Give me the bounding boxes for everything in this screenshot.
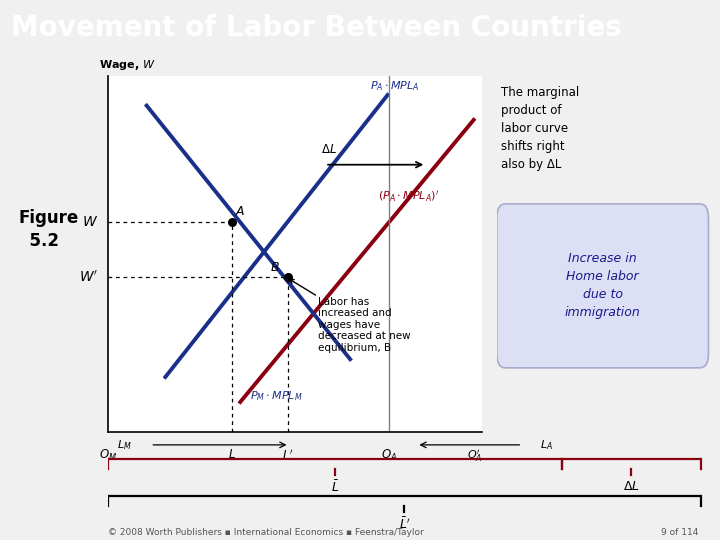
Text: $\Delta L$: $\Delta L$	[321, 143, 337, 156]
Text: Movement of Labor Between Countries: Movement of Labor Between Countries	[11, 15, 621, 42]
Text: $W$: $W$	[83, 215, 99, 229]
Text: A: A	[235, 205, 244, 218]
Text: Figure
  5.2: Figure 5.2	[18, 208, 78, 251]
Text: Wage, $W$: Wage, $W$	[99, 58, 156, 72]
Text: B: B	[271, 261, 279, 274]
Text: $L'$: $L'$	[282, 448, 294, 463]
Text: $P_A \cdot MPL_A$: $P_A \cdot MPL_A$	[370, 79, 420, 93]
Text: The marginal
product of
labor curve
shifts right
also by ΔL: The marginal product of labor curve shif…	[501, 86, 580, 171]
Text: 9 of 114: 9 of 114	[661, 528, 698, 537]
Text: $(P_A \cdot MPL_A)'$: $(P_A \cdot MPL_A)'$	[377, 190, 438, 204]
Text: $\bar{L}'$: $\bar{L}'$	[399, 517, 410, 532]
Text: $W'$: $W'$	[79, 269, 99, 285]
Text: $O_A'$: $O_A'$	[467, 448, 482, 464]
FancyBboxPatch shape	[497, 204, 708, 368]
Text: Labor has
increased and
wages have
decreased at new
equilibrium, B: Labor has increased and wages have decre…	[289, 279, 410, 353]
Text: $L$: $L$	[228, 448, 235, 461]
Text: $O_A$: $O_A$	[381, 448, 397, 463]
Text: © 2008 Worth Publishers ▪ International Economics ▪ Feenstra/Taylor: © 2008 Worth Publishers ▪ International …	[108, 528, 424, 537]
Text: $P_M \cdot MPL_M$: $P_M \cdot MPL_M$	[251, 389, 303, 403]
Text: Increase in
Home labor
due to
immigration: Increase in Home labor due to immigratio…	[564, 252, 641, 319]
Text: $O_M$: $O_M$	[99, 448, 117, 463]
Text: $\Delta L$: $\Delta L$	[623, 480, 639, 493]
Text: $\bar{L}$: $\bar{L}$	[330, 480, 339, 495]
Text: $L_A$: $L_A$	[539, 438, 552, 452]
Text: $L_M$: $L_M$	[117, 438, 132, 452]
